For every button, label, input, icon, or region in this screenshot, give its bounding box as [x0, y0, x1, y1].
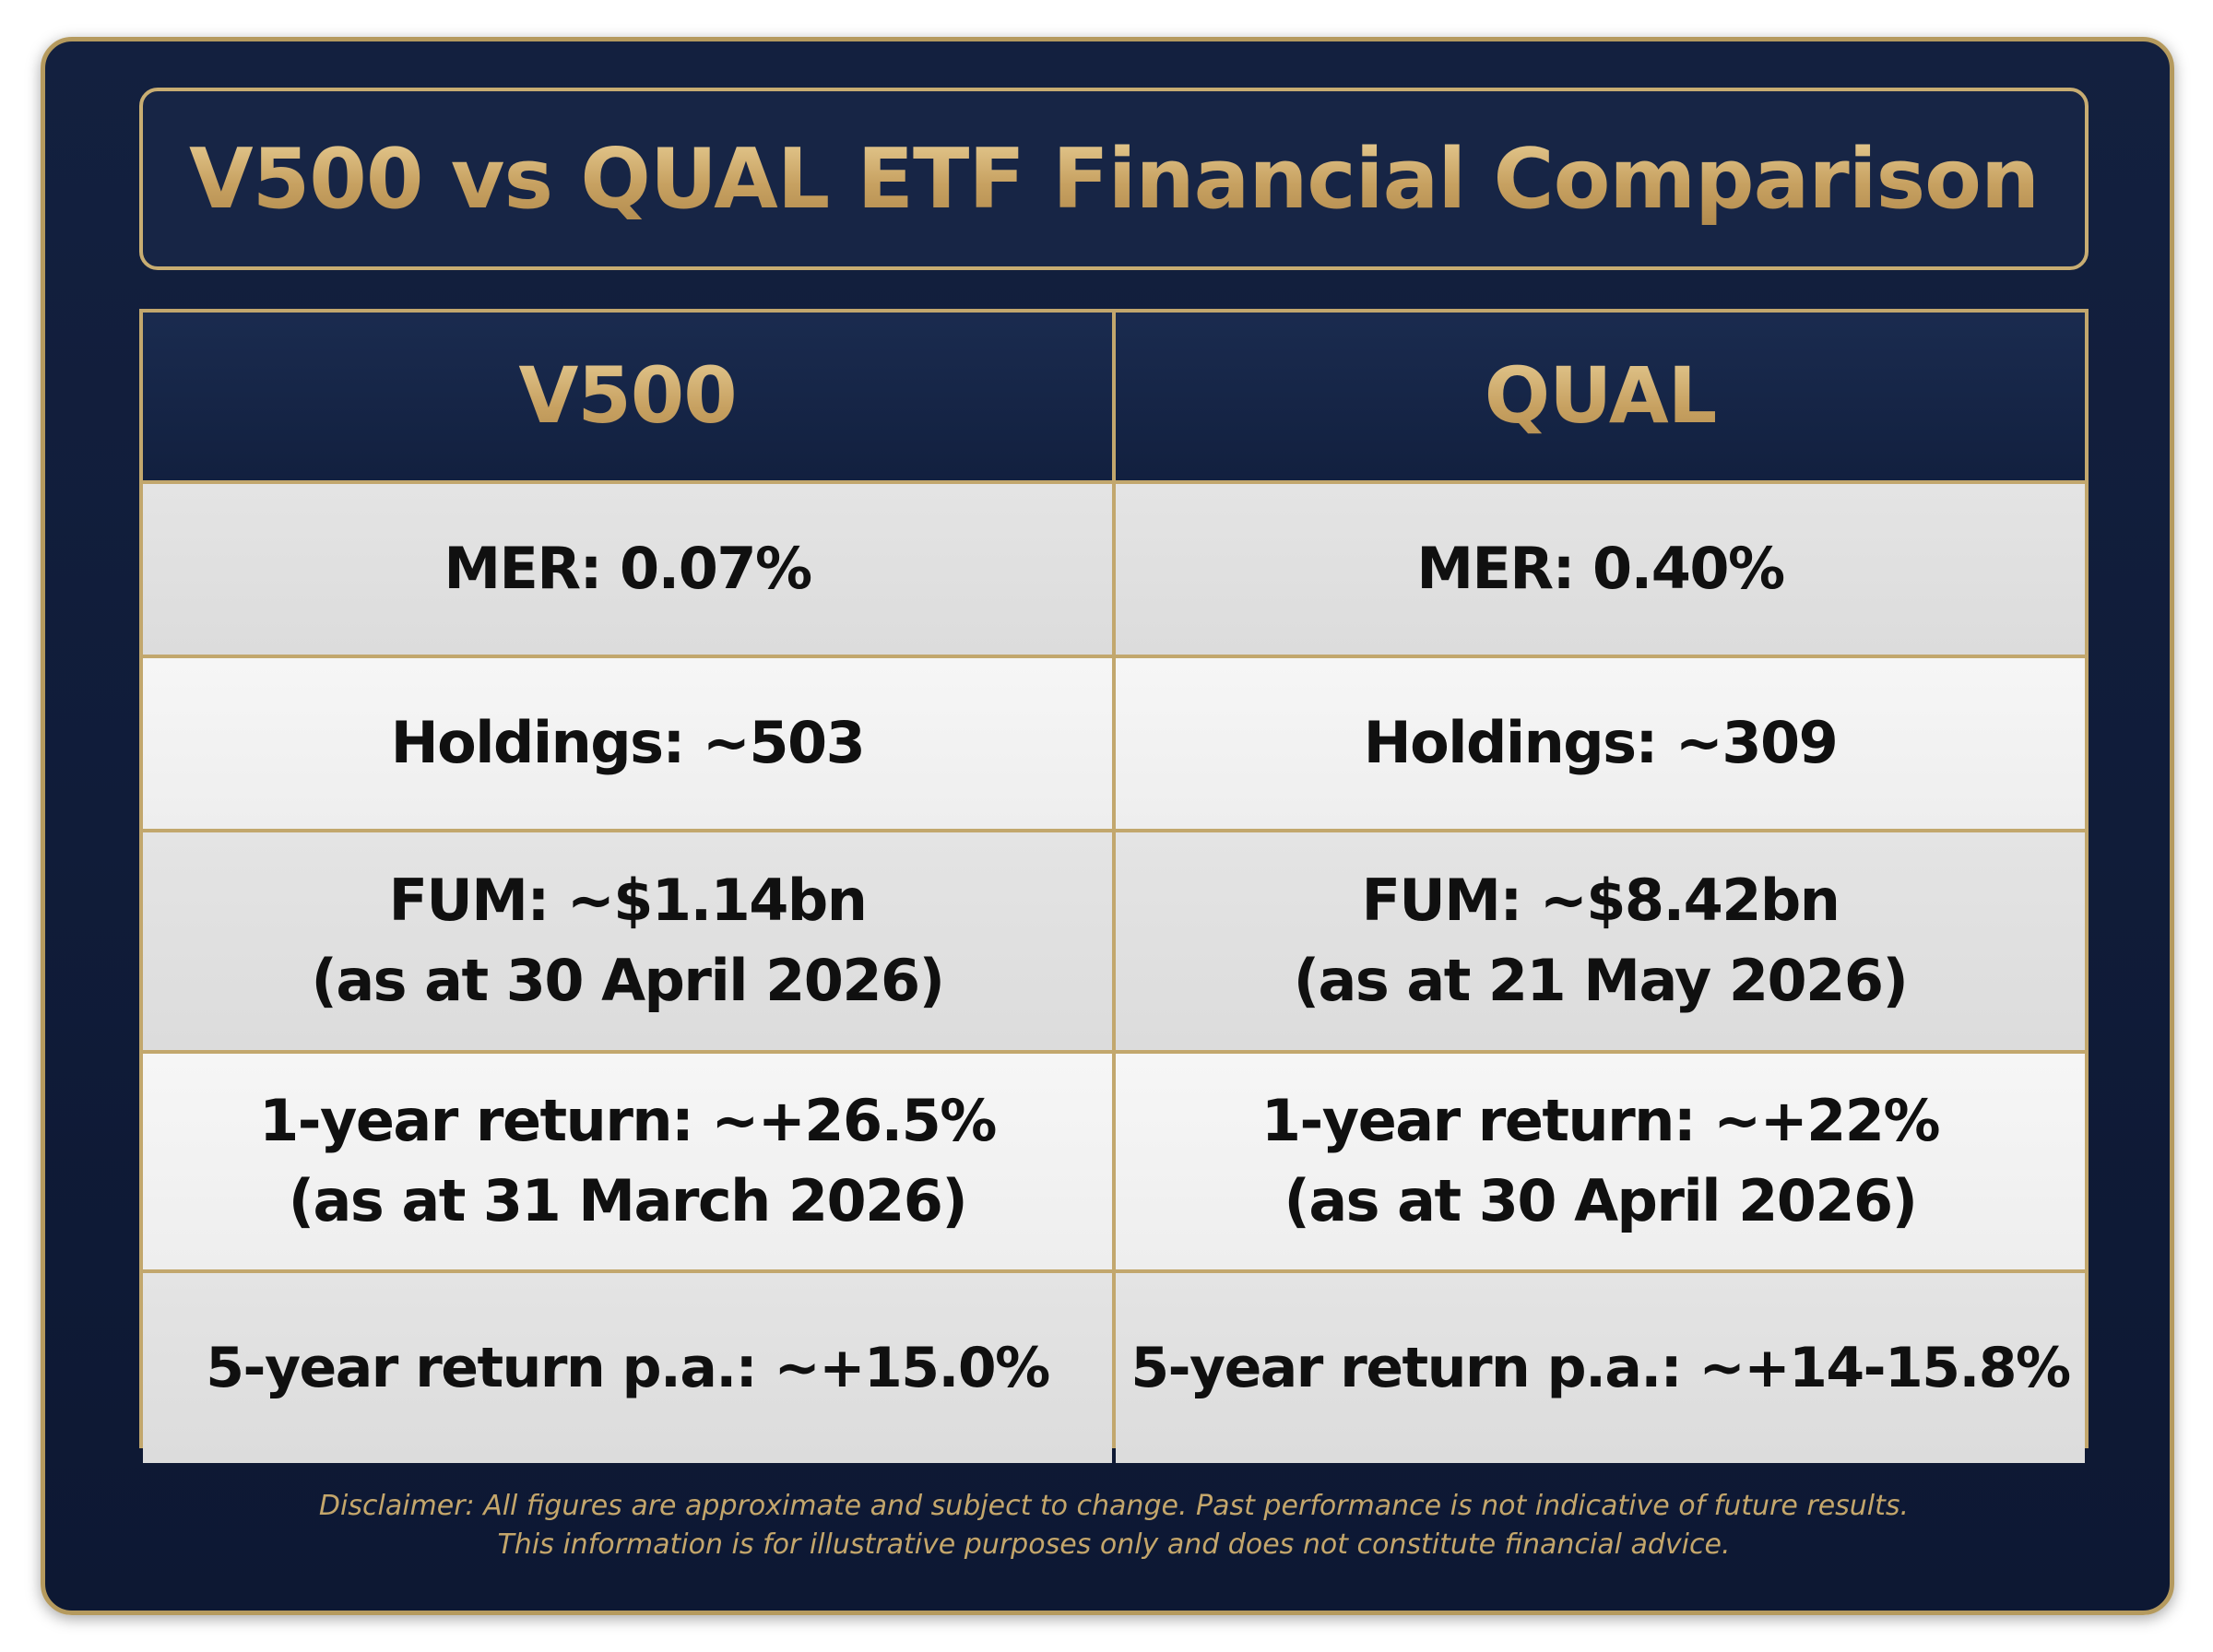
column-header-qual: QUAL: [1116, 313, 2085, 480]
disclaimer: Disclaimer: All figures are approximate …: [318, 1490, 1910, 1561]
v500-1yr-return-cell: 1-year return: ~+26.5% (as at 31 March 2…: [143, 1054, 1112, 1269]
qual-mer-cell: MER: 0.40%: [1116, 484, 2085, 655]
title-banner: V500 vs QUAL ETF Financial Comparison: [139, 88, 2089, 270]
qual-fum-cell: FUM: ~$8.42bn (as at 21 May 2026): [1116, 832, 2085, 1050]
v500-holdings-cell: Holdings: ~503: [143, 658, 1112, 829]
qual-1yr-return-cell: 1-year return: ~+22% (as at 30 April 202…: [1116, 1054, 2085, 1269]
qual-5yr-return-cell: 5-year return p.a.: ~+14-15.8%: [1116, 1273, 2085, 1463]
v500-mer-cell: MER: 0.07%: [143, 484, 1112, 655]
page-title: V500 vs QUAL ETF Financial Comparison: [188, 130, 2040, 228]
v500-fum-cell: FUM: ~$1.14bn (as at 30 April 2026): [143, 832, 1112, 1050]
column-header-v500: V500: [143, 313, 1112, 480]
qual-holdings-cell: Holdings: ~309: [1116, 658, 2085, 829]
v500-5yr-return-cell: 5-year return p.a.: ~+15.0%: [143, 1273, 1112, 1463]
comparison-card: V500 vs QUAL ETF Financial Comparison V5…: [41, 37, 2174, 1615]
comparison-table: V500 QUAL MER: 0.07% MER: 0.40% Holdings…: [139, 309, 2089, 1463]
